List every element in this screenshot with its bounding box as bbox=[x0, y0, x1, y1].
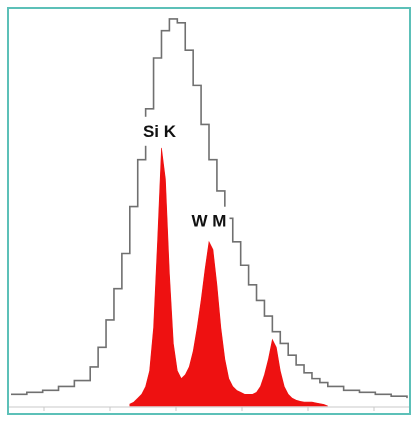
series-layer bbox=[11, 18, 408, 407]
spectrum-chart: Si K W M bbox=[9, 18, 409, 411]
annotation-layer: Si K W M bbox=[139, 116, 230, 236]
step-outline-series bbox=[11, 18, 408, 399]
peak-label: W M bbox=[192, 212, 227, 231]
peak-label: Si K bbox=[143, 122, 177, 141]
chart-frame: Si K W M bbox=[7, 7, 411, 415]
peak-label-background bbox=[139, 116, 180, 146]
filled-spectrum-series bbox=[129, 147, 328, 407]
peak-annotation: Si K bbox=[139, 116, 180, 146]
x-axis bbox=[9, 406, 409, 411]
peak-annotation: W M bbox=[188, 206, 230, 236]
peak-label-background bbox=[188, 206, 230, 236]
